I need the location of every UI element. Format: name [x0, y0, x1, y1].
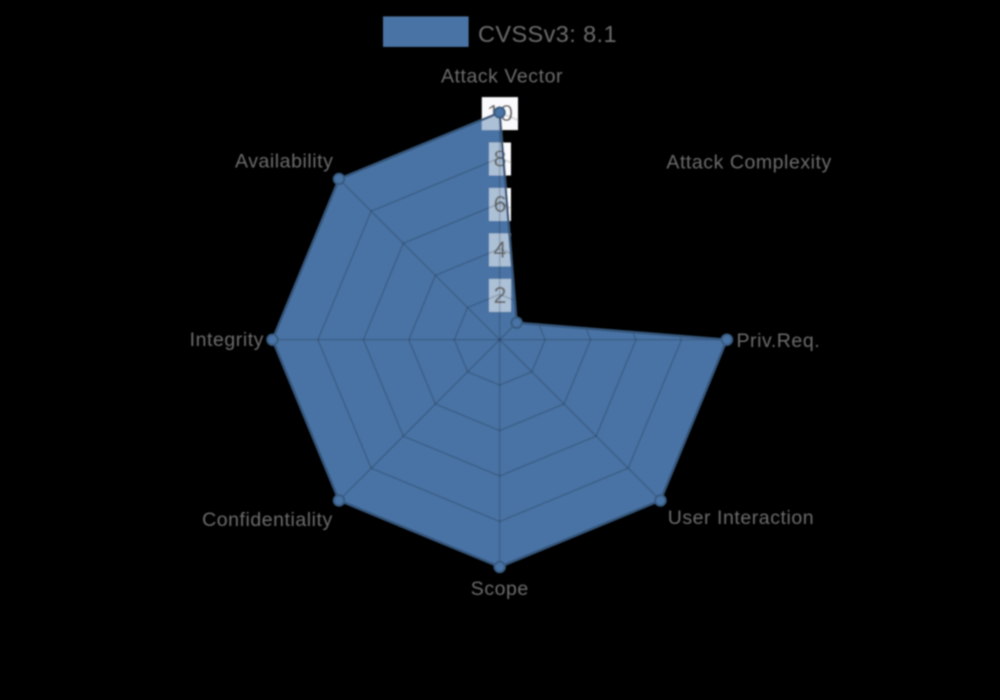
- svg-text:Priv.Req.: Priv.Req.: [737, 330, 821, 352]
- svg-text:Attack Complexity: Attack Complexity: [666, 152, 831, 174]
- svg-text:Integrity: Integrity: [190, 329, 264, 351]
- svg-text:Attack Vector: Attack Vector: [441, 66, 563, 88]
- svg-text:Confidentiality: Confidentiality: [202, 509, 333, 531]
- svg-text:Availability: Availability: [235, 150, 333, 172]
- svg-text:User Interaction: User Interaction: [668, 507, 814, 529]
- svg-text:CVSSv3: 8.1: CVSSv3: 8.1: [478, 21, 617, 47]
- svg-text:Scope: Scope: [471, 578, 529, 600]
